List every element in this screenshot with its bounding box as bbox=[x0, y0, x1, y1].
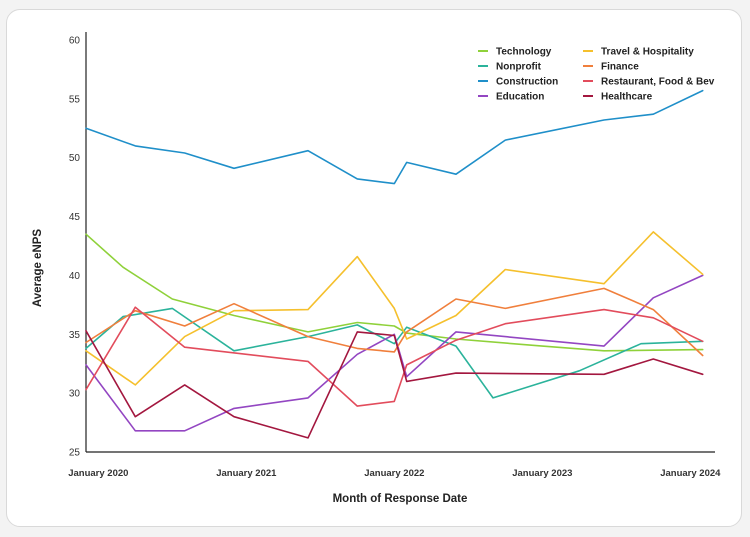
y-tick-label: 60 bbox=[69, 36, 81, 47]
y-tick-label: 35 bbox=[69, 330, 81, 341]
x-tick-label: January 2020 bbox=[68, 468, 128, 479]
y-tick-label: 40 bbox=[69, 271, 81, 282]
x-tick-label: January 2021 bbox=[216, 468, 277, 479]
legend-label: Restaurant, Food & Bev bbox=[601, 77, 715, 88]
y-axis-title: Average eNPS bbox=[32, 229, 44, 308]
x-axis-title: Month of Response Date bbox=[333, 493, 468, 505]
y-tick-labels: 25 30 35 40 45 50 55 60 bbox=[69, 36, 81, 459]
series-line-technology bbox=[85, 233, 704, 352]
chart-axes bbox=[85, 32, 715, 453]
y-tick-label: 25 bbox=[69, 448, 81, 459]
y-tick-label: 45 bbox=[69, 212, 81, 223]
series-line-nonprofit bbox=[85, 307, 704, 399]
legend-label: Finance bbox=[601, 62, 639, 73]
legend-label: Construction bbox=[496, 77, 558, 88]
series-line-healthcare bbox=[85, 329, 704, 439]
y-tick-label: 55 bbox=[69, 94, 81, 105]
legend-label: Education bbox=[496, 92, 544, 103]
legend: Technology Nonprofit Construction Education… bbox=[478, 47, 715, 103]
x-tick-labels: January 2020 January 2021 January 2022 Janu… bbox=[68, 468, 721, 479]
series-line-education bbox=[85, 274, 704, 432]
legend-label: Healthcare bbox=[601, 92, 653, 103]
series-lines bbox=[85, 89, 704, 439]
x-tick-label: January 2024 bbox=[660, 468, 721, 479]
series-line-finance bbox=[85, 287, 704, 357]
x-tick-label: January 2022 bbox=[364, 468, 424, 479]
y-tick-label: 30 bbox=[69, 389, 81, 400]
legend-label: Technology bbox=[496, 47, 552, 58]
legend-label: Travel & Hospitality bbox=[601, 47, 694, 58]
x-tick-label: January 2023 bbox=[512, 468, 572, 479]
series-line-restaurant-food-bev bbox=[85, 306, 704, 407]
series-line-travel-hospitality bbox=[85, 231, 704, 386]
y-tick-label: 50 bbox=[69, 153, 81, 164]
series-line-construction bbox=[85, 89, 704, 185]
legend-label: Nonprofit bbox=[496, 62, 542, 73]
